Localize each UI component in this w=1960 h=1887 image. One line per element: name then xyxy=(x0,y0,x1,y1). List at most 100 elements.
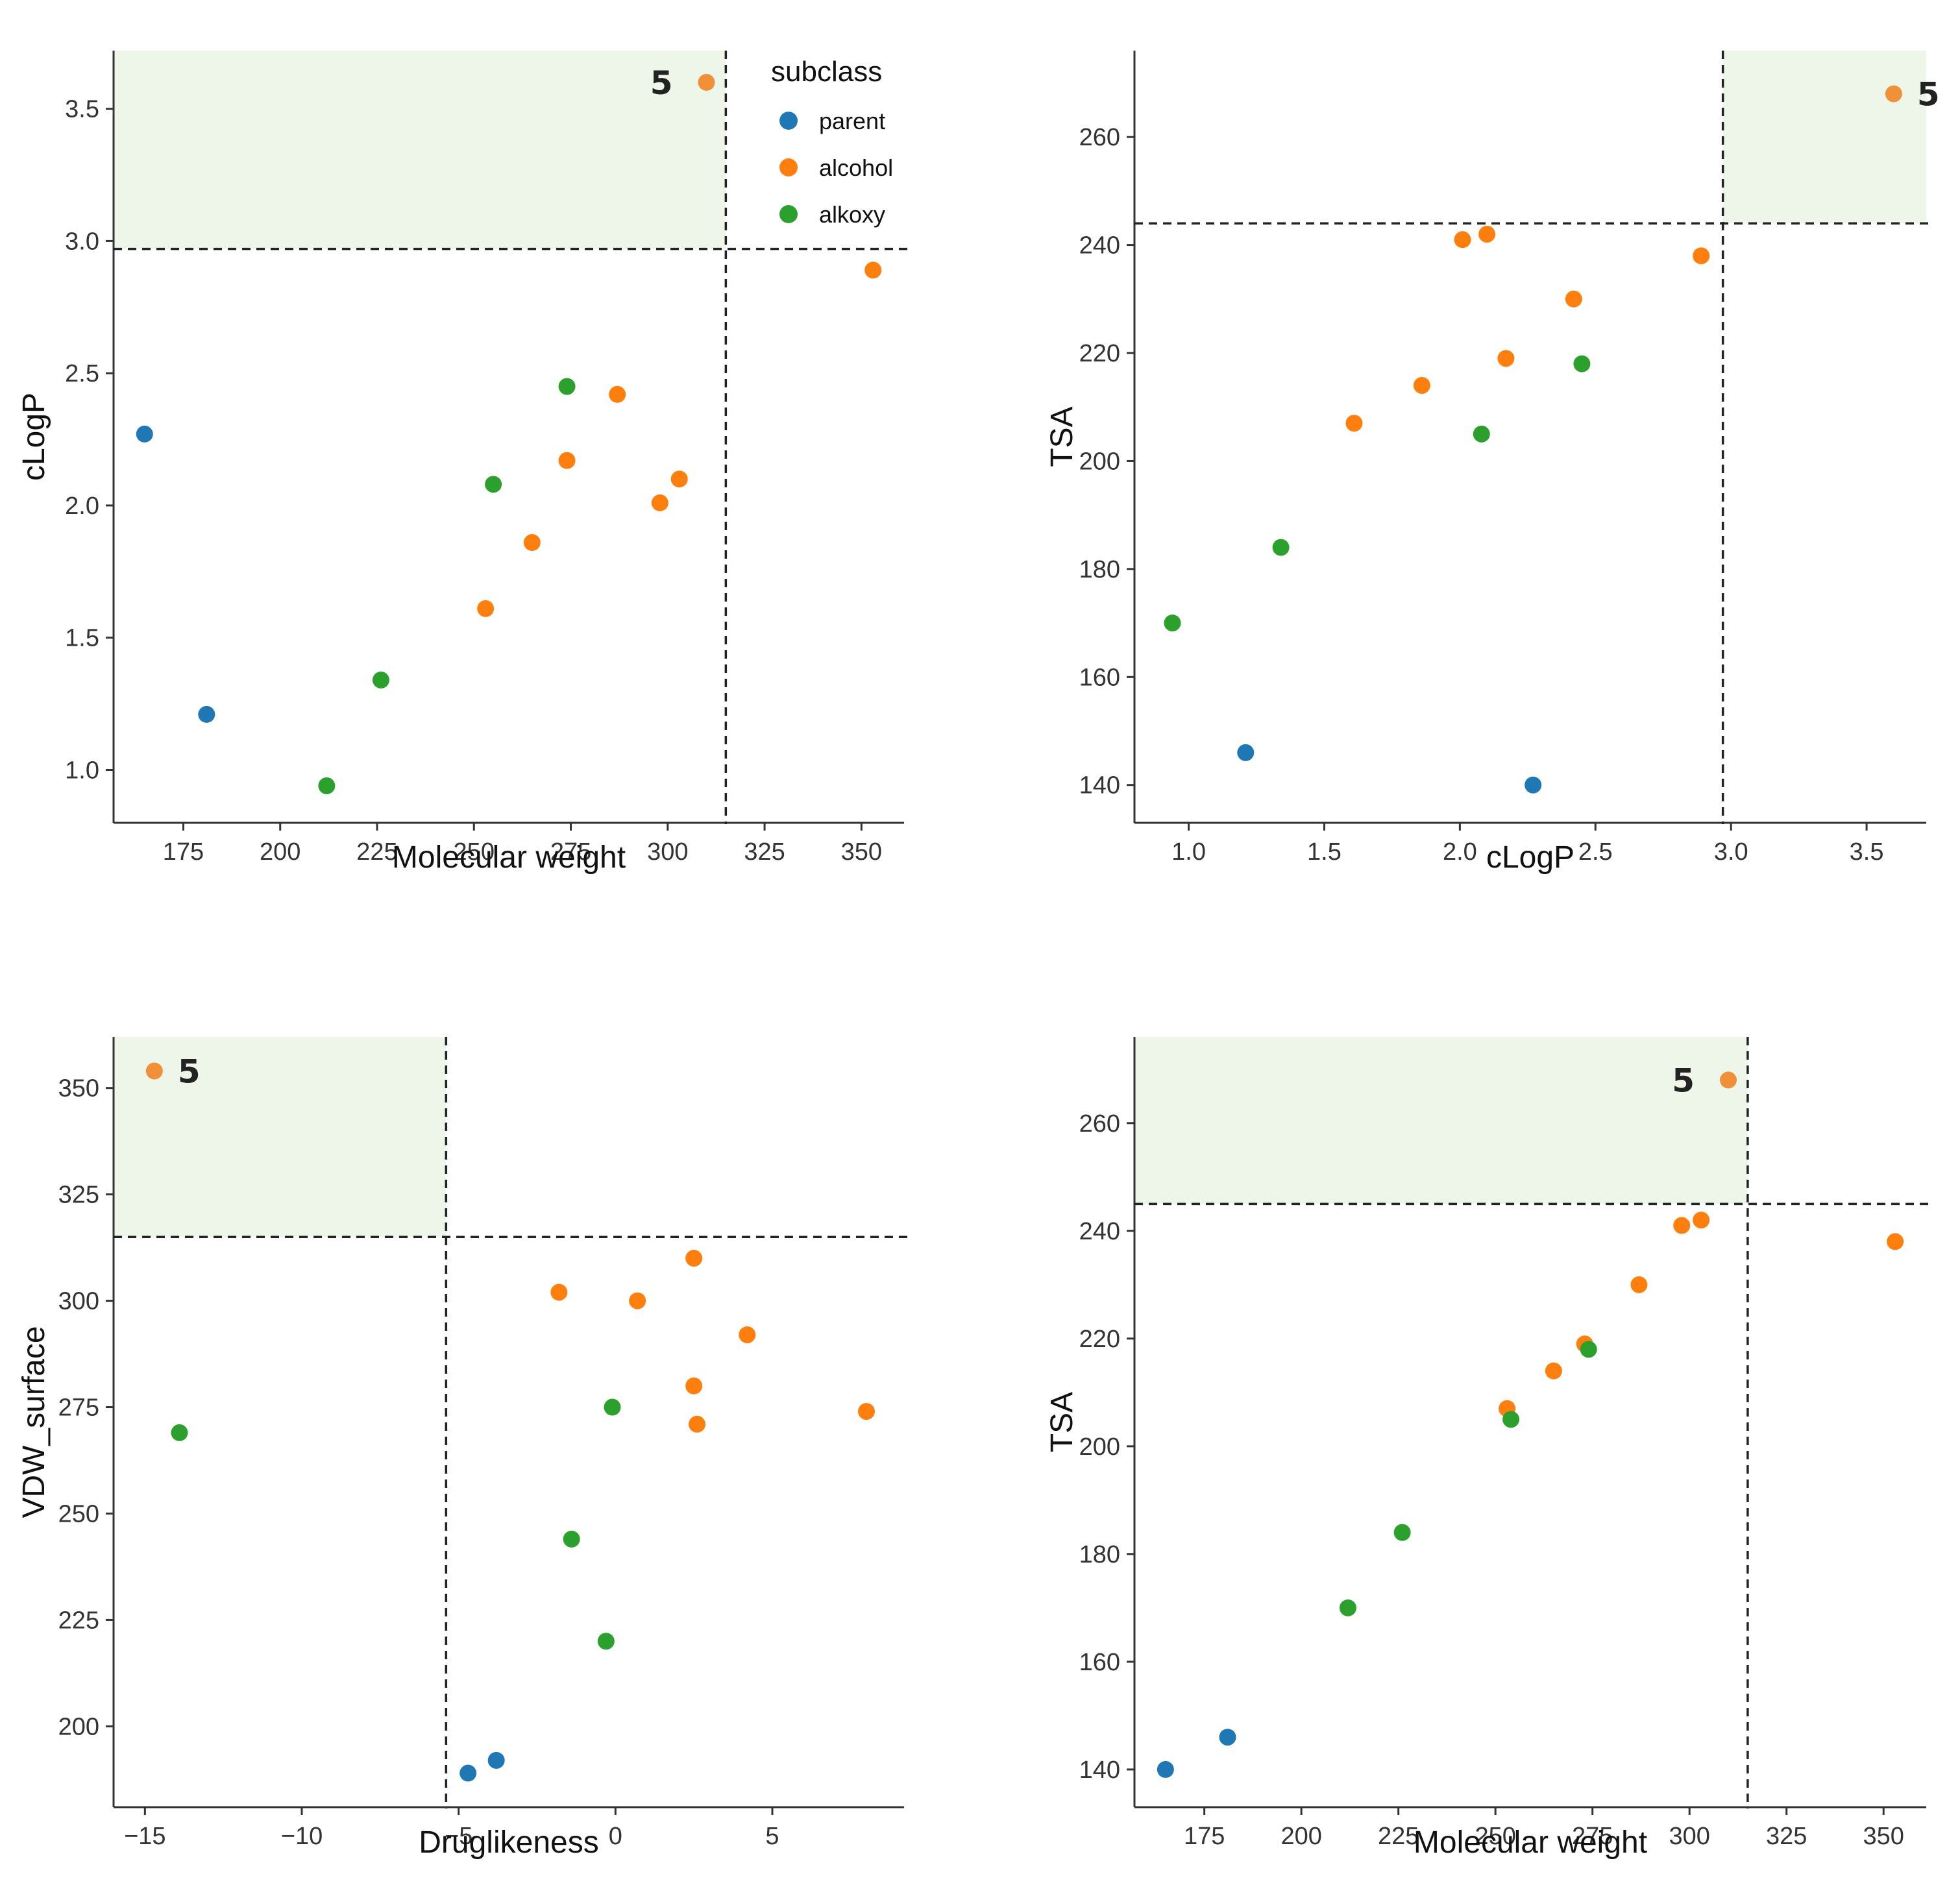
compound-5-label: 5 xyxy=(1672,1062,1695,1099)
x-tick-label: 1.0 xyxy=(1171,838,1206,866)
x-tick-label: 250 xyxy=(1475,1823,1515,1850)
legend-label-alcohol: alcohol xyxy=(819,154,893,181)
point-alkoxy xyxy=(372,671,389,688)
chart-clogp-tsa: 1.0 1.5 2.0 2.5 3.0 3.5 140 160 180 200 220 240 260 5… xyxy=(1045,51,1940,875)
point-alkoxy xyxy=(558,378,576,395)
x-tick-label: 275 xyxy=(1572,1823,1613,1850)
x-tick-label: 1.5 xyxy=(1307,838,1341,866)
point-alcohol xyxy=(550,1284,568,1301)
x-tick-label: 175 xyxy=(1184,1823,1225,1850)
x-axis-title: Molecular weight xyxy=(392,840,626,875)
y-tick-label: 180 xyxy=(1079,556,1120,583)
point-alcohol xyxy=(864,262,882,279)
x-tick-label: −10 xyxy=(281,1823,323,1850)
y-tick-label: 260 xyxy=(1079,1110,1120,1138)
x-tick-label: −15 xyxy=(124,1823,165,1850)
point-alkoxy xyxy=(604,1398,621,1416)
x-axis-title: cLogP xyxy=(1486,840,1574,875)
y-tick-label: 260 xyxy=(1079,124,1120,151)
compound-5-label: 5 xyxy=(178,1053,201,1090)
highlight-region xyxy=(114,51,726,249)
x-tick-label: 200 xyxy=(1280,1823,1321,1850)
y-tick-label: 3.0 xyxy=(65,228,99,255)
legend-marker-alcohol xyxy=(779,158,798,177)
point-parent xyxy=(1157,1760,1174,1778)
y-axis-title: cLogP xyxy=(17,393,51,481)
point-alcohol xyxy=(1454,231,1471,249)
y-tick-label: 275 xyxy=(58,1394,99,1422)
point-alcohol xyxy=(739,1326,756,1344)
point-compound-5 xyxy=(1885,85,1902,103)
point-alkoxy xyxy=(1580,1341,1597,1358)
point-alcohol xyxy=(1345,415,1363,432)
point-alcohol xyxy=(1497,350,1515,367)
point-alcohol xyxy=(609,385,626,403)
point-parent xyxy=(487,1751,505,1769)
point-alkoxy xyxy=(1272,539,1290,556)
point-compound-5 xyxy=(1720,1071,1737,1089)
x-tick-label: 350 xyxy=(841,838,882,866)
point-alkoxy xyxy=(318,777,336,794)
point-alkoxy xyxy=(1502,1411,1520,1428)
compound-5-label: 5 xyxy=(1917,76,1940,114)
point-parent xyxy=(198,705,215,723)
y-tick-label: 1.5 xyxy=(65,625,99,652)
point-alcohol xyxy=(689,1415,705,1433)
point-alcohol xyxy=(858,1403,875,1420)
point-parent xyxy=(1237,744,1255,761)
point-alcohol xyxy=(651,494,668,511)
point-alcohol xyxy=(670,470,688,488)
point-alcohol xyxy=(1565,290,1582,308)
y-tick-label: 220 xyxy=(1079,340,1120,367)
x-tick-label: 3.5 xyxy=(1850,838,1884,866)
y-axis-title: VDW_surface xyxy=(17,1326,51,1518)
chart-mw-clogp: 175 200 225 250 275 300 325 350 1.0 1.5 2.0 2.5 3.0 3… xyxy=(17,51,908,875)
legend-label-parent: parent xyxy=(819,108,885,134)
y-tick-label: 240 xyxy=(1079,232,1120,260)
y-tick-label: 160 xyxy=(1079,664,1120,691)
y-tick-label: 225 xyxy=(58,1607,99,1634)
y-tick-label: 3.5 xyxy=(65,96,99,123)
point-parent xyxy=(1219,1729,1236,1746)
point-alcohol xyxy=(1478,225,1496,243)
y-tick-label: 220 xyxy=(1079,1326,1120,1353)
x-axis-title: Molecular weight xyxy=(1414,1825,1647,1860)
x-tick-label: 3.0 xyxy=(1714,838,1748,866)
x-tick-label: −5 xyxy=(445,1823,472,1850)
y-tick-label: 200 xyxy=(1079,448,1120,475)
highlight-region xyxy=(1722,51,1926,224)
y-tick-label: 240 xyxy=(1079,1218,1120,1245)
point-alcohol xyxy=(477,600,495,617)
point-alcohol xyxy=(1630,1276,1648,1293)
y-tick-label: 300 xyxy=(58,1288,99,1315)
legend-marker-alkoxy xyxy=(779,205,798,223)
y-tick-label: 180 xyxy=(1079,1541,1120,1568)
y-tick-label: 160 xyxy=(1079,1649,1120,1676)
point-alkoxy xyxy=(485,476,502,493)
point-alkoxy xyxy=(1339,1599,1356,1616)
y-axis-title: TSA xyxy=(1045,1392,1079,1452)
x-tick-label: 5 xyxy=(765,1823,779,1850)
point-alcohol xyxy=(685,1250,703,1267)
legend-marker-parent xyxy=(779,112,798,130)
y-tick-label: 200 xyxy=(1079,1433,1120,1461)
point-alcohol xyxy=(523,534,541,552)
point-alcohol xyxy=(1413,376,1430,394)
chart-druglikeness-vdw: −15 −10 −5 0 5 200 225 250 275 300 325 350 5 Druglike… xyxy=(17,1037,908,1860)
point-compound-5 xyxy=(145,1062,163,1080)
x-tick-label: 300 xyxy=(647,838,688,866)
x-tick-label: 225 xyxy=(1378,1823,1419,1850)
plots-group: 175 200 225 250 275 300 325 350 1.0 1.5 2.0 2.5 3.0 3… xyxy=(17,51,1940,1860)
point-alcohol xyxy=(1545,1362,1562,1380)
x-tick-label: 250 xyxy=(454,838,495,866)
point-alcohol xyxy=(1673,1217,1691,1234)
point-parent xyxy=(1525,776,1542,794)
x-tick-label: 0 xyxy=(609,1823,622,1850)
point-alkoxy xyxy=(171,1424,188,1441)
y-tick-label: 140 xyxy=(1079,1757,1120,1784)
x-tick-label: 200 xyxy=(260,838,300,866)
x-tick-label: 2.0 xyxy=(1443,838,1477,866)
legend: subclass parent alcohol alkoxy xyxy=(771,56,893,228)
